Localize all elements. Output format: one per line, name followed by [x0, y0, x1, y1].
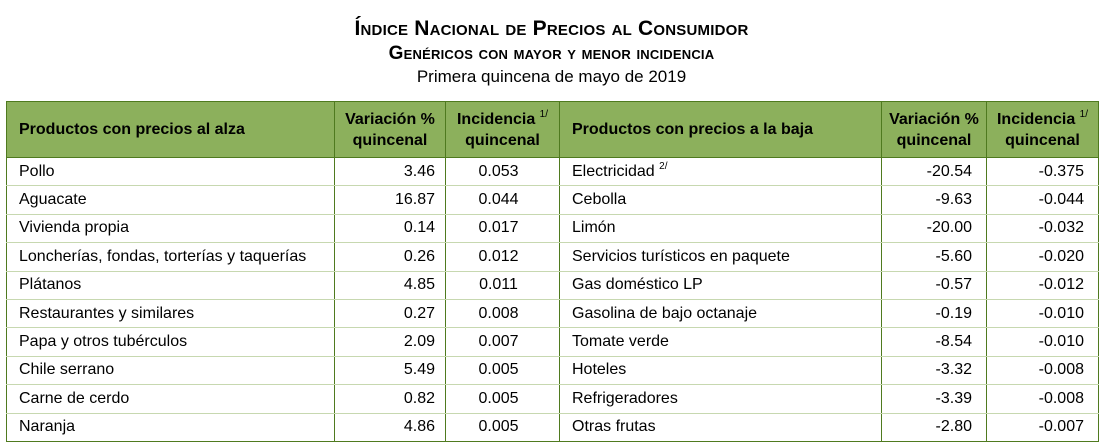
rise-variation-value: 2.09: [334, 327, 446, 357]
rise-variation-value: 0.14: [334, 214, 446, 244]
rise-variation-value: 0.26: [334, 242, 446, 272]
rise-incidence-value: 0.044: [445, 185, 560, 215]
rise-product-name: Carne de cerdo: [6, 384, 335, 414]
header-rise-products: Productos con precios al alza: [6, 101, 335, 158]
table-row: Loncherías, fondas, torterías y taquería…: [6, 242, 1099, 272]
fall-product-name: Limón: [559, 214, 882, 244]
fall-incidence-value: -0.375: [986, 157, 1099, 187]
fall-variation-value: -3.39: [881, 384, 987, 414]
fall-incidence-value: -0.010: [986, 299, 1099, 329]
fall-incidence-value: -0.020: [986, 242, 1099, 272]
fall-variation-value: -2.80: [881, 413, 987, 442]
table-row: Vivienda propia 0.14 0.017 Limón -20.00 -0.03…: [6, 214, 1099, 244]
rise-variation-value: 3.46: [334, 157, 446, 187]
fall-variation-value: -3.32: [881, 356, 987, 386]
table-row: Carne de cerdo 0.82 0.005 Refrigeradores -3.…: [6, 384, 1099, 414]
fall-product-name: Servicios turísticos en paquete: [559, 242, 882, 272]
table-body: Pollo 3.46 0.053 Electricidad 2/-20.54 -0.37…: [6, 157, 1099, 442]
fall-incidence-value: -0.008: [986, 384, 1099, 414]
rise-product-name: Plátanos: [6, 271, 335, 300]
rise-product-name: Vivienda propia: [6, 214, 335, 244]
fall-product-name: Refrigeradores: [559, 384, 882, 414]
rise-incidence-value: 0.005: [445, 384, 560, 414]
fall-variation-value: -20.00: [881, 214, 987, 244]
header-incidence-rise: Incidencia 1/quincenal: [445, 101, 560, 158]
rise-variation-value: 4.85: [334, 271, 446, 300]
fall-product-name: Otras frutas: [559, 413, 882, 442]
rise-variation-value: 4.86: [334, 413, 446, 442]
footnote-2: 2/: [659, 160, 668, 172]
fall-incidence-value: -0.044: [986, 185, 1099, 215]
fall-incidence-value: -0.010: [986, 327, 1099, 357]
fall-product-name: Gas doméstico LP: [559, 271, 882, 300]
rise-incidence-value: 0.053: [445, 157, 560, 187]
table-row: Papa y otros tubérculos 2.09 0.007 Tomate v…: [6, 327, 1099, 357]
table-header-row: Productos con precios al alza Variación …: [6, 101, 1099, 158]
rise-incidence-value: 0.005: [445, 413, 560, 442]
fall-product-name: Gasolina de bajo octanaje: [559, 299, 882, 329]
header-fall-products: Productos con precios a la baja: [559, 101, 882, 158]
fall-incidence-value: -0.032: [986, 214, 1099, 244]
rise-incidence-value: 0.008: [445, 299, 560, 329]
fall-incidence-value: -0.007: [986, 413, 1099, 442]
table-row: Aguacate 16.87 0.044 Cebolla -9.63 -0.044: [6, 185, 1099, 215]
rise-product-name: Pollo: [6, 157, 335, 187]
rise-variation-value: 0.82: [334, 384, 446, 414]
footnote-1: 1/: [1079, 108, 1089, 120]
table-row: Plátanos 4.85 0.011 Gas doméstico LP -0.57 -0…: [6, 271, 1099, 300]
table-row: Restaurantes y similares 0.27 0.008 Gasolin…: [6, 299, 1099, 329]
fall-variation-value: -9.63: [881, 185, 987, 215]
footnote-1: 1/: [539, 108, 549, 120]
rise-variation-value: 0.27: [334, 299, 446, 329]
rise-incidence-value: 0.011: [445, 271, 560, 300]
fall-product-name: Electricidad 2/: [559, 157, 882, 187]
rise-product-name: Chile serrano: [6, 356, 335, 386]
title-block: Índice Nacional de Precios al Consumidor…: [0, 16, 1103, 88]
rise-incidence-value: 0.007: [445, 327, 560, 357]
rise-product-name: Naranja: [6, 413, 335, 442]
rise-incidence-value: 0.005: [445, 356, 560, 386]
header-variation-fall: Variación % quincenal: [881, 101, 987, 158]
rise-product-name: Papa y otros tubérculos: [6, 327, 335, 357]
table-row: Chile serrano 5.49 0.005 Hoteles -3.32 -0.008: [6, 356, 1099, 386]
rise-incidence-value: 0.012: [445, 242, 560, 272]
period-subtitle: Primera quincena de mayo de 2019: [416, 67, 687, 86]
fall-variation-value: -20.54: [881, 157, 987, 187]
fall-incidence-value: -0.012: [986, 271, 1099, 300]
fall-product-name: Tomate verde: [559, 327, 882, 357]
incidence-table: Productos con precios al alza Variación …: [6, 101, 1099, 442]
fall-variation-value: -0.19: [881, 299, 987, 329]
fall-variation-value: -0.57: [881, 271, 987, 300]
rise-variation-value: 16.87: [334, 185, 446, 215]
rise-product-name: Loncherías, fondas, torterías y taquería…: [6, 242, 335, 272]
fall-incidence-value: -0.008: [986, 356, 1099, 386]
fall-product-name: Cebolla: [559, 185, 882, 215]
fall-variation-value: -5.60: [881, 242, 987, 272]
table-row: Naranja 4.86 0.005 Otras frutas -2.80 -0.007: [6, 413, 1099, 442]
rise-variation-value: 5.49: [334, 356, 446, 386]
table-row: Pollo 3.46 0.053 Electricidad 2/-20.54 -0.37…: [6, 157, 1099, 187]
header-incidence-fall: Incidencia 1/quincenal: [986, 101, 1099, 158]
fall-product-name: Hoteles: [559, 356, 882, 386]
rise-product-name: Aguacate: [6, 185, 335, 215]
fall-variation-value: -8.54: [881, 327, 987, 357]
page-title: Índice Nacional de Precios al Consumidor: [354, 17, 749, 40]
rise-product-name: Restaurantes y similares: [6, 299, 335, 329]
rise-incidence-value: 0.017: [445, 214, 560, 244]
header-variation-rise: Variación % quincenal: [334, 101, 446, 158]
page-subtitle-generics: Genéricos con mayor y menor incidencia: [388, 43, 715, 64]
